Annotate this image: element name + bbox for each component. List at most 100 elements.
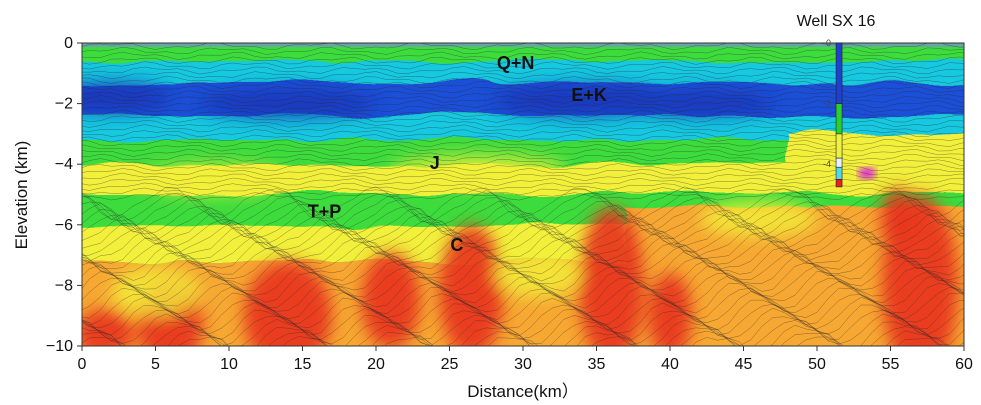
contour-line: [82, 158, 964, 167]
contour-line: [82, 207, 964, 241]
contour-lines: [82, 43, 964, 346]
x-tick-label: 40: [661, 356, 679, 373]
contour-line: [82, 51, 964, 60]
y-axis: 0 −2 −4 −6 −8 −10: [46, 35, 82, 355]
field-hot-8: [82, 309, 134, 346]
contour-line: [82, 234, 964, 266]
well-segment-2: [835, 133, 843, 159]
field-hot-4: [578, 206, 644, 346]
contour-line: [82, 182, 964, 191]
x-tick-label: 5: [151, 356, 160, 373]
y-tick-label: −2: [55, 96, 73, 113]
contour-line: [82, 138, 964, 147]
contour-line: [82, 46, 964, 55]
field-hot-2: [361, 252, 421, 346]
x-tick-label: 55: [882, 356, 900, 373]
contour-line: [82, 244, 964, 276]
field-hot-3: [439, 224, 504, 346]
field-yellow-2: [111, 267, 200, 316]
y-tick-label: −10: [46, 338, 73, 355]
unit-label: E+K: [571, 85, 607, 105]
field-hot-7: [880, 188, 916, 250]
x-tick-label: 30: [514, 356, 532, 373]
contour-line: [82, 192, 964, 201]
contour-line: [82, 216, 964, 250]
unit-label: C: [450, 235, 463, 255]
x-axis-title: Distance(km）: [467, 382, 578, 401]
contour-line: [82, 186, 964, 220]
well-depth-tick: -4: [823, 159, 831, 169]
contour-line: [82, 61, 964, 70]
field-yellow-4: [699, 200, 817, 237]
contour-line: [82, 177, 964, 186]
field-band-0: [82, 43, 964, 62]
contour-line: [82, 114, 964, 123]
contour-line: [82, 124, 964, 133]
contour-line: [82, 75, 964, 85]
plot-area: [82, 43, 964, 346]
contour-line: [82, 148, 964, 157]
y-tick-label: −6: [55, 217, 73, 234]
x-tick-label: 50: [808, 356, 826, 373]
contour-line: [82, 95, 964, 104]
contour-line: [82, 269, 964, 304]
well-segment-4: [835, 166, 843, 180]
x-axis: 0 5 10 15 20 25 30 35 40 45 50 55 60: [78, 346, 973, 373]
well-depth-tick: -2: [823, 99, 831, 109]
well-column: 0 -2 -4: [823, 38, 843, 188]
x-tick-label: 25: [441, 356, 459, 373]
contour-line: [82, 163, 964, 172]
field-east-upper: [787, 133, 964, 183]
x-tick-label: 10: [220, 356, 238, 373]
contour-line: [82, 280, 964, 315]
field-band-1: [82, 61, 964, 83]
contour-line: [82, 286, 964, 320]
contour-line: [82, 66, 964, 75]
contour-line: [82, 70, 964, 80]
contour-line: [82, 296, 964, 331]
contour-line: [82, 324, 943, 346]
contour-line: [82, 104, 964, 113]
x-tick-label: 35: [588, 356, 606, 373]
well-title: Well SX 16: [797, 13, 876, 30]
y-tick-label: 0: [64, 35, 73, 52]
x-tick-label: 45: [735, 356, 753, 373]
contour-line: [82, 153, 964, 162]
contour-line: [82, 225, 964, 258]
field-cool-3: [625, 91, 773, 116]
contour-line: [82, 202, 964, 237]
contour-line: [82, 85, 964, 94]
x-tick-label: 20: [367, 356, 385, 373]
contour-line: [82, 275, 964, 309]
unit-labels: Q+N E+K J T+P C: [308, 53, 607, 255]
x-tick-label: 60: [955, 356, 973, 373]
well-depth-tick: 0: [826, 38, 831, 48]
contour-line: [82, 56, 964, 65]
contour-line: [82, 187, 964, 196]
contour-line: [82, 220, 964, 254]
contour-line: [82, 133, 964, 143]
contour-line: [82, 172, 964, 181]
contour-line: [82, 109, 964, 119]
field-cool-0: [82, 82, 171, 113]
y-axis-title: Elevation (km): [12, 141, 31, 250]
well-segment-3: [835, 157, 843, 168]
well-segment-5: [835, 179, 843, 188]
contour-line: [82, 80, 964, 89]
x-tick-label: 15: [294, 356, 312, 373]
contour-line: [82, 291, 964, 326]
field-hot-5: [647, 273, 693, 346]
unit-label: Q+N: [497, 53, 535, 73]
contour-line: [82, 229, 964, 262]
contour-line: [82, 100, 964, 109]
well-segment-0: [835, 42, 843, 104]
contour-line: [82, 167, 964, 177]
contour-line: [82, 336, 949, 346]
contour-line: [82, 129, 964, 138]
y-tick-label: −8: [55, 277, 73, 294]
contour-line: [82, 119, 964, 128]
surface-noise: [82, 43, 964, 47]
well-segment-1: [835, 103, 843, 135]
contour-line: [82, 90, 964, 99]
